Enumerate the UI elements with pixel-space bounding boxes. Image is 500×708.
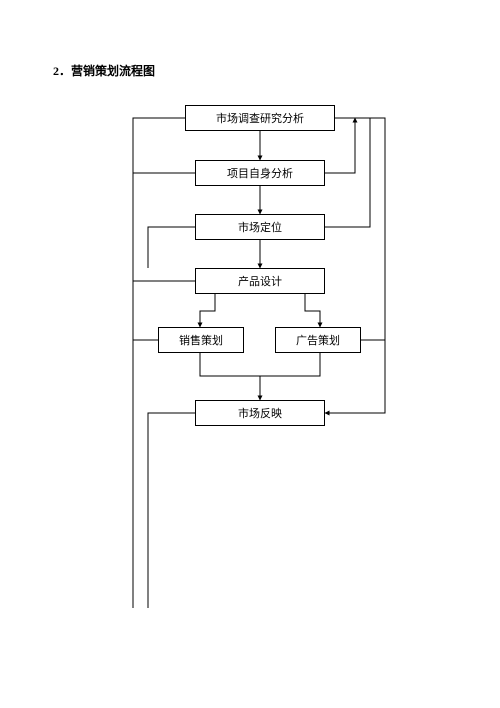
flowchart-node-n4: 产品设计	[195, 268, 325, 294]
flowchart-node-n5: 销售策划	[158, 327, 244, 353]
flowchart-edge-13	[325, 118, 385, 413]
flowchart-edge-4	[305, 294, 320, 327]
flowchart-node-n2: 项目自身分析	[195, 160, 325, 186]
flowchart-node-label: 市场调查研究分析	[216, 110, 304, 126]
flowchart-node-label: 项目自身分析	[227, 165, 293, 181]
page: 2．营销策划流程图 市场调查研究分析项目自身分析市场定位产品设计销售策划 广告策划…	[0, 0, 500, 708]
flowchart-node-label: 产品设计	[238, 273, 282, 289]
flowchart-node-n3: 市场定位	[195, 214, 325, 240]
flowchart-edge-5	[200, 353, 260, 400]
flowchart-edge-9	[148, 227, 195, 268]
flowchart-node-n1: 市场调查研究分析	[185, 105, 335, 131]
flowchart-edge-15	[325, 118, 370, 227]
flowchart-edge-7	[133, 118, 185, 608]
flowchart-node-label: 市场反映	[238, 405, 282, 421]
flowchart-node-label: 销售策划	[179, 332, 223, 348]
flowchart-node-n6: 广告策划	[275, 327, 361, 353]
flowchart-node-n7: 市场反映	[195, 400, 325, 426]
flowchart-node-label: 市场定位	[238, 219, 282, 235]
flowchart-edge-6	[260, 353, 320, 376]
flowchart-node-label: 广告策划	[296, 332, 340, 348]
flowchart-edge-3	[200, 294, 215, 327]
page-title: 2．营销策划流程图	[53, 62, 155, 79]
flowchart-edge-12	[148, 413, 195, 608]
